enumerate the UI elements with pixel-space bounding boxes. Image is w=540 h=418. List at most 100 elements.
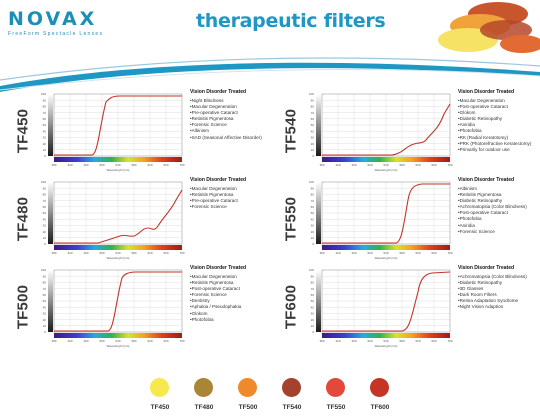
disorder-item: Photofobia: [458, 128, 540, 134]
plot-frame: [321, 93, 451, 157]
x-tick-label: 380: [319, 339, 324, 343]
x-tick-label: 660: [431, 251, 436, 255]
y-tick-label: 30: [311, 136, 315, 140]
x-tick-label: 580: [399, 163, 404, 167]
y-tick-label: 50: [311, 299, 315, 303]
y-tick-label: 70: [43, 111, 47, 115]
y-tick-label: 40: [43, 129, 47, 133]
x-tick-label: 380: [319, 251, 324, 255]
disorder-item: Night Blindness: [190, 98, 278, 104]
disorder-info: Vision Disorder Treated Macular Degenerat…: [190, 265, 278, 323]
y-tick-label: 10: [43, 236, 47, 240]
decorative-wave: [0, 57, 540, 92]
x-tick-label: 580: [131, 339, 136, 343]
disorder-item: Forensic Science: [190, 292, 278, 298]
y-tick-label: 30: [43, 224, 47, 228]
x-tick-label: 700: [447, 339, 452, 343]
brand-name: NOVAX: [8, 8, 98, 30]
y-tick-label: 20: [43, 318, 47, 322]
y-tick-label: 80: [311, 193, 315, 197]
filter-code: TF540: [282, 108, 300, 154]
x-tick-label: 620: [147, 339, 152, 343]
y-tick-label: 10: [43, 148, 47, 152]
y-tick-label: 0: [312, 242, 314, 246]
disorder-item: Photofobia: [190, 317, 278, 323]
disorder-list: Macular DegenerationRetinitis Pigmentosa…: [190, 274, 278, 323]
x-tick-label: 420: [67, 163, 72, 167]
disorder-item: Aniridia: [458, 122, 540, 128]
disorder-item: Aphakia / Pseudophakia: [190, 304, 278, 310]
x-tick-label: 580: [399, 251, 404, 255]
disorder-item: Forensic Science: [190, 204, 278, 210]
disorder-list: Night BlindnessMacular DegenerationPre-o…: [190, 98, 278, 141]
filter-panel: TF550 100 90 80 70 60 50 40 30 20 10 0 380 420 460 500 5…: [278, 176, 540, 264]
disorder-item: Macular Degeneration: [190, 274, 278, 280]
x-tick-label: 700: [179, 251, 184, 255]
disorder-list: Macular DegenerationRetinitis Pigmentosa…: [190, 186, 278, 210]
x-tick-label: 380: [319, 163, 324, 167]
x-tick-label: 540: [383, 339, 388, 343]
y-tick-label: 20: [311, 142, 315, 146]
x-tick-label: 460: [351, 163, 356, 167]
y-tick-label: 0: [312, 154, 314, 158]
x-tick-label: 660: [163, 339, 168, 343]
transmission-curve: [322, 103, 451, 156]
y-tick-label: 50: [43, 123, 47, 127]
x-axis-label: Wavelength (nm): [107, 168, 130, 172]
y-tick-label: 30: [43, 312, 47, 316]
y-tick-label: 50: [311, 123, 315, 127]
filter-swatch: TF600: [360, 378, 400, 416]
y-tick-label: 40: [311, 129, 315, 133]
x-tick-label: 460: [83, 163, 88, 167]
y-tick-label: 20: [43, 230, 47, 234]
x-tick-label: 660: [431, 163, 436, 167]
y-tick-label: 100: [41, 92, 46, 96]
filter-panel: TF540 100 90 80 70 60 50 40 30 20 10 0 380 420 460 500 5…: [278, 88, 540, 176]
swatch-color: [194, 378, 213, 397]
y-tick-label: 60: [43, 205, 47, 209]
y-gradient-bar: [316, 270, 321, 332]
x-tick-label: 620: [147, 251, 152, 255]
x-tick-label: 700: [179, 163, 184, 167]
x-tick-label: 460: [83, 339, 88, 343]
y-tick-label: 30: [311, 224, 315, 228]
y-tick-label: 10: [311, 324, 315, 328]
y-tick-label: 60: [43, 293, 47, 297]
filter-swatch: TF500: [228, 378, 268, 416]
x-tick-label: 420: [335, 163, 340, 167]
x-axis-label: Wavelength (nm): [107, 256, 130, 260]
x-tick-label: 660: [163, 163, 168, 167]
x-tick-label: 380: [51, 163, 56, 167]
x-tick-label: 620: [415, 339, 420, 343]
filter-code-label: TF600: [280, 272, 302, 342]
disorder-item: Diabetic Retinopathy: [458, 280, 540, 286]
y-tick-label: 20: [311, 318, 315, 322]
swatch-color: [150, 378, 169, 397]
filter-code-label: TF450: [12, 96, 34, 166]
y-tick-label: 80: [311, 105, 315, 109]
transmission-curve: [54, 271, 182, 332]
transmission-curve: [322, 183, 450, 244]
disorder-info: Vision Disorder Treated Macular Degenerat…: [458, 89, 540, 153]
swatch-color: [370, 378, 389, 397]
disorder-heading: Vision Disorder Treated: [458, 177, 515, 183]
y-tick-label: 100: [41, 268, 46, 272]
x-tick-label: 500: [99, 163, 104, 167]
x-tick-label: 420: [335, 251, 340, 255]
y-tick-label: 40: [311, 305, 315, 309]
swatch-color: [282, 378, 301, 397]
page-title: therapeutic filters: [196, 10, 386, 32]
disorder-heading: Vision Disorder Treated: [190, 89, 247, 95]
disorder-item: Albinism: [190, 128, 278, 134]
y-tick-label: 40: [311, 217, 315, 221]
transmission-curve: [54, 95, 182, 156]
filter-panel: TF600 100 90 80 70 60 50 40 30 20 10 0 380 420 460 500 5…: [278, 264, 540, 352]
y-gradient-bar: [316, 182, 321, 244]
x-tick-label: 420: [335, 339, 340, 343]
x-tick-label: 500: [367, 251, 372, 255]
y-gradient-bar: [316, 94, 321, 156]
y-tick-label: 100: [41, 180, 46, 184]
disorder-item: RK (Radial Keratotomy): [458, 135, 540, 141]
